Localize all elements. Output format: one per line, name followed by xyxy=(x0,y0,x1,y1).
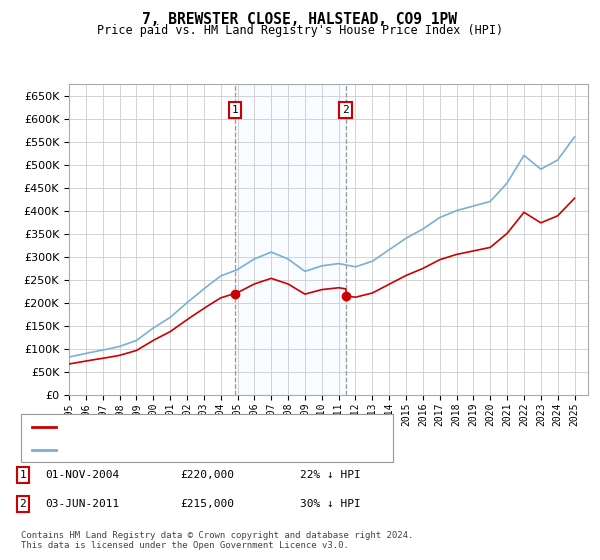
Text: 22% ↓ HPI: 22% ↓ HPI xyxy=(300,470,361,480)
Text: 30% ↓ HPI: 30% ↓ HPI xyxy=(300,499,361,509)
Text: 7, BREWSTER CLOSE, HALSTEAD, CO9 1PW (detached house): 7, BREWSTER CLOSE, HALSTEAD, CO9 1PW (de… xyxy=(60,422,378,432)
Text: Contains HM Land Registry data © Crown copyright and database right 2024.
This d: Contains HM Land Registry data © Crown c… xyxy=(21,531,413,550)
Text: 2: 2 xyxy=(342,105,349,115)
Text: 1: 1 xyxy=(19,470,26,480)
Text: Price paid vs. HM Land Registry's House Price Index (HPI): Price paid vs. HM Land Registry's House … xyxy=(97,24,503,36)
Text: £220,000: £220,000 xyxy=(180,470,234,480)
Text: 1: 1 xyxy=(232,105,238,115)
Text: £215,000: £215,000 xyxy=(180,499,234,509)
Text: 03-JUN-2011: 03-JUN-2011 xyxy=(45,499,119,509)
Bar xyxy=(235,84,346,395)
Text: 01-NOV-2004: 01-NOV-2004 xyxy=(45,470,119,480)
Text: HPI: Average price, detached house, Braintree: HPI: Average price, detached house, Brai… xyxy=(60,445,330,455)
Text: 2: 2 xyxy=(19,499,26,509)
Text: 7, BREWSTER CLOSE, HALSTEAD, CO9 1PW: 7, BREWSTER CLOSE, HALSTEAD, CO9 1PW xyxy=(143,12,458,27)
